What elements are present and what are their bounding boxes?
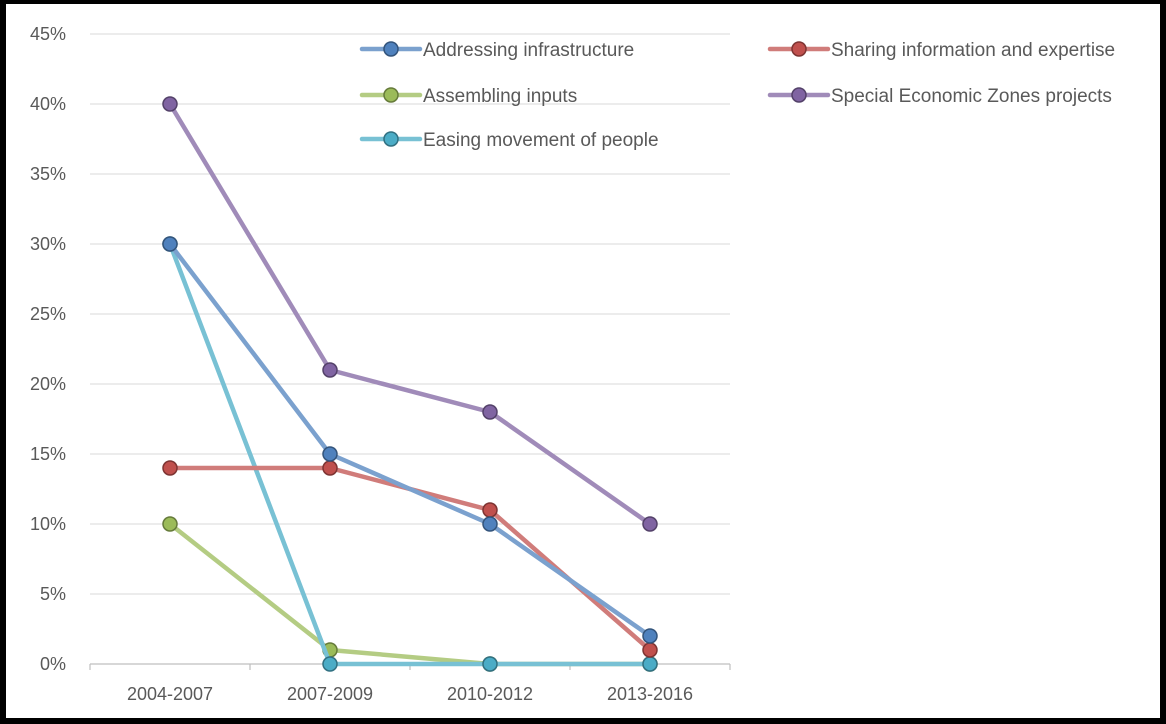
data-point-easing-movement-of-people [322,656,338,672]
legend-swatch-marker [383,87,399,103]
series-line-easing-movement-of-people [167,241,653,667]
legend: Addressing infrastructure Assembling inpu… [359,40,1115,151]
x-tick-label: 2013-2016 [607,684,693,704]
legend-entry-addressing-infrastructure: Addressing infrastructure [359,40,634,61]
series-addressing-infrastructure [162,236,658,644]
legend-label: Sharing information and expertise [831,40,1115,61]
series-layer [162,96,658,672]
legend-swatch-marker [791,87,807,103]
series-line-addressing-infrastructure [167,241,653,639]
data-point-special-economic-zones-projects [482,404,498,420]
legend-label: Special Economic Zones projects [831,86,1112,107]
legend-swatch-marker [791,41,807,57]
data-point-addressing-infrastructure [642,628,658,644]
y-tick-label: 20% [30,374,66,394]
x-tick-label: 2010-2012 [447,684,533,704]
data-point-assembling-inputs [162,516,178,532]
legend-swatch-marker [383,41,399,57]
y-tick-label: 5% [40,584,66,604]
y-tick-label: 15% [30,444,66,464]
y-tick-label: 30% [30,234,66,254]
data-point-sharing-information-and-expertise [162,460,178,476]
legend-entry-sharing-information-and-expertise: Sharing information and expertise [767,40,1115,61]
series-line-sharing-information-and-expertise [167,465,653,653]
data-point-addressing-infrastructure [322,446,338,462]
legend-label: Addressing infrastructure [423,40,634,61]
data-point-sharing-information-and-expertise [642,642,658,658]
axis-layer: 0% 5% 10% 15% 20% 25% 30% 35% 40% 45% 2004-2007 200… [30,24,731,704]
legend-entry-easing-movement-of-people: Easing movement of people [359,130,659,151]
data-point-special-economic-zones-projects [162,96,178,112]
legend-entry-special-economic-zones-projects: Special Economic Zones projects [767,86,1112,107]
legend-swatch-marker [383,131,399,147]
data-point-special-economic-zones-projects [642,516,658,532]
legend-entry-assembling-inputs: Assembling inputs [359,86,577,107]
y-tick-label: 25% [30,304,66,324]
data-point-easing-movement-of-people [642,656,658,672]
data-point-addressing-infrastructure [162,236,178,252]
series-special-economic-zones-projects [162,96,658,532]
data-point-sharing-information-and-expertise [482,502,498,518]
grid-layer [90,33,730,595]
y-tick-label: 35% [30,164,66,184]
series-line-special-economic-zones-projects [167,101,653,527]
y-tick-label: 0% [40,654,66,674]
data-point-special-economic-zones-projects [322,362,338,378]
data-point-sharing-information-and-expertise [322,460,338,476]
x-tick-label: 2004-2007 [127,684,213,704]
y-tick-label: 10% [30,514,66,534]
legend-label: Assembling inputs [423,86,577,107]
y-tick-label: 45% [30,24,66,44]
data-point-addressing-infrastructure [482,516,498,532]
data-point-easing-movement-of-people [482,656,498,672]
x-tick-label: 2007-2009 [287,684,373,704]
y-tick-label: 40% [30,94,66,114]
legend-label: Easing movement of people [423,130,659,151]
